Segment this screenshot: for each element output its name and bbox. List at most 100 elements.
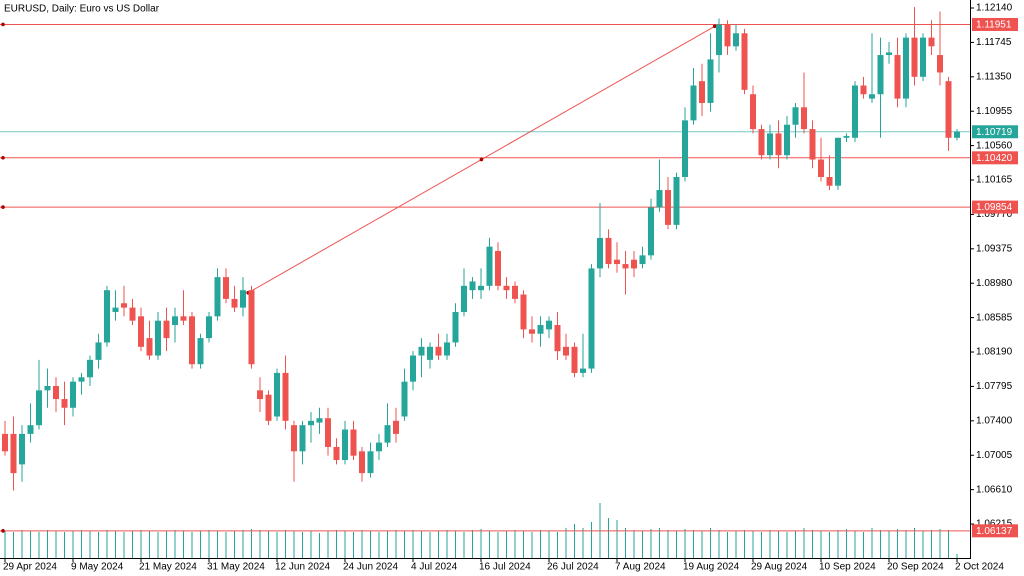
candle-body: [631, 259, 637, 269]
candle-body: [197, 338, 204, 365]
x-tick-label: 10 Sep 2024: [819, 562, 876, 573]
volume-bar: [4, 531, 6, 558]
candle: [826, 155, 833, 191]
x-tick-label: 26 Jul 2024: [547, 562, 599, 573]
volume-bar: [191, 532, 193, 558]
candle: [869, 33, 875, 103]
candle-body: [427, 346, 433, 360]
candle-body: [486, 246, 493, 286]
candle-body: [248, 290, 255, 365]
candle: [877, 37, 884, 138]
candle: [172, 307, 178, 343]
volume-bar: [650, 529, 652, 558]
volume-bar: [863, 532, 864, 558]
volume-bar: [259, 530, 261, 558]
candle: [733, 24, 739, 51]
candle-body: [886, 52, 892, 56]
candle-body: [605, 237, 612, 265]
candle-body: [155, 320, 161, 356]
volume-bar: [438, 531, 439, 558]
candle: [401, 368, 408, 421]
candle: [61, 381, 68, 426]
candle: [384, 403, 391, 447]
candle-body: [146, 338, 153, 356]
candle-body: [274, 372, 280, 417]
candle-body: [707, 59, 714, 103]
candle-body: [214, 277, 221, 317]
volume-bar: [922, 531, 924, 558]
candle: [274, 368, 280, 421]
candle: [138, 307, 144, 352]
volume-bar: [421, 531, 422, 558]
volume-bar: [200, 531, 201, 558]
volume-bar: [701, 531, 703, 558]
volume-bar: [829, 532, 830, 558]
volume-bar: [64, 532, 65, 558]
x-tick-label: 29 Apr 2024: [3, 562, 57, 573]
volume-bar: [285, 530, 286, 558]
volume-bar: [251, 529, 252, 558]
price-label: 1.10420: [976, 153, 1013, 164]
volume-bar: [667, 530, 669, 558]
candle: [308, 412, 314, 443]
volume-bar: [914, 528, 915, 558]
candle: [2, 420, 8, 456]
volume-bar: [412, 530, 414, 558]
line-anchor: [1, 22, 5, 27]
y-tick-label: 1.10560: [976, 140, 1013, 151]
candle: [486, 237, 493, 291]
candle-body: [231, 298, 238, 308]
candle: [801, 72, 807, 134]
candle-body: [95, 342, 102, 360]
volume-bar: [846, 529, 847, 558]
volume-bar: [727, 532, 728, 558]
candle-body: [928, 37, 935, 47]
volume-bar: [616, 520, 618, 558]
volume-bar: [327, 531, 329, 558]
volume-bar: [778, 531, 779, 558]
candle: [495, 242, 501, 291]
volume-bar: [812, 530, 813, 558]
x-tick-label: 7 Aug 2024: [615, 562, 666, 573]
candle-body: [333, 446, 340, 461]
candle-body: [903, 37, 909, 99]
candle-body: [503, 285, 510, 291]
candle-body: [138, 316, 144, 347]
x-tick-label: 24 Jun 2024: [343, 562, 398, 573]
candle-body: [104, 290, 110, 343]
price-label: 1.06137: [976, 526, 1013, 537]
candle: [410, 351, 416, 391]
volume-bar: [132, 531, 133, 558]
candle-body: [767, 133, 773, 156]
candle-body: [571, 346, 578, 373]
candle: [376, 433, 382, 461]
volume-bar: [591, 522, 592, 558]
y-tick-label: 1.11350: [976, 71, 1012, 82]
candle: [520, 290, 527, 339]
candle-body: [639, 255, 646, 265]
price-label: 1.10719: [976, 127, 1013, 138]
candle-body: [435, 346, 442, 356]
y-tick-label: 1.07795: [976, 381, 1013, 392]
candle-body: [656, 190, 663, 208]
candle: [894, 37, 901, 108]
candle: [503, 277, 510, 299]
volume-bar: [455, 531, 456, 558]
candle-body: [172, 316, 178, 326]
x-tick-label: 21 May 2024: [139, 562, 197, 573]
volume-bar: [276, 532, 278, 558]
volume-bar: [480, 529, 482, 558]
candle: [418, 338, 425, 378]
volume-bar: [463, 532, 465, 558]
candle: [265, 390, 272, 426]
x-tick-label: 19 Aug 2024: [683, 562, 740, 573]
volume-bar: [217, 531, 218, 558]
candle: [104, 285, 110, 347]
candle: [537, 316, 544, 347]
volume-bar: [625, 528, 626, 558]
candle: [529, 316, 535, 343]
candle-body: [189, 316, 195, 365]
candle: [27, 403, 34, 443]
candle: [427, 342, 433, 369]
candle-body: [410, 355, 416, 382]
